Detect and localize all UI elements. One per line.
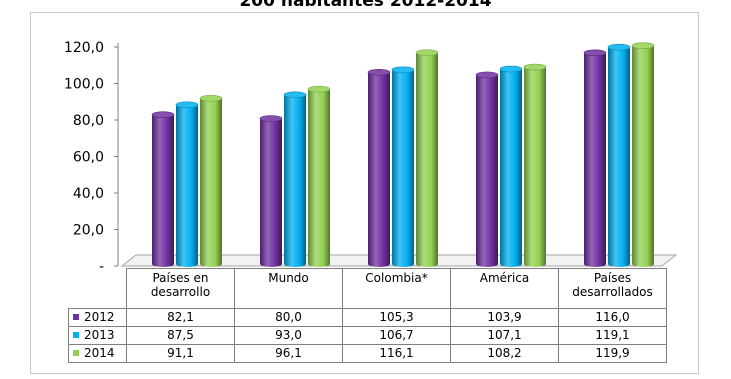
bar-2014-3 bbox=[523, 63, 547, 267]
category-label: América bbox=[450, 268, 559, 309]
bar-2012-3 bbox=[475, 71, 499, 267]
data-cell: 87,5 bbox=[126, 326, 235, 345]
legend-entry: 2013 bbox=[68, 326, 127, 345]
data-cell: 107,1 bbox=[450, 326, 559, 345]
legend-key bbox=[73, 349, 79, 356]
data-table-row: 2013 87,5 93,0 106,7 107,1 119,1 bbox=[68, 326, 667, 345]
bar-2014-2 bbox=[415, 49, 439, 268]
y-tick-label: 100,0 bbox=[64, 77, 104, 93]
bar-2012-4 bbox=[583, 49, 607, 267]
chart-title: 200 habitantes 2012-2014 bbox=[239, 0, 492, 11]
bar-2013-4 bbox=[607, 43, 631, 267]
data-table-row: 2012 82,1 80,0 105,3 103,9 116,0 bbox=[68, 308, 667, 327]
legend-entry: 2014 bbox=[68, 344, 127, 363]
category-label: Mundo bbox=[234, 268, 343, 309]
legend-entry: 2012 bbox=[68, 308, 127, 327]
bar-2013-3 bbox=[499, 65, 523, 267]
bar-2012-0 bbox=[151, 111, 175, 267]
category-label: Países desarrollados bbox=[558, 268, 667, 309]
bar-2014-4 bbox=[631, 42, 655, 268]
bar-2012-2 bbox=[367, 69, 391, 267]
data-cell: 116,1 bbox=[342, 344, 451, 363]
y-tick-label: 20,0 bbox=[73, 223, 104, 239]
bar-2014-0 bbox=[199, 94, 223, 268]
bar-2014-1 bbox=[307, 85, 331, 268]
data-cell: 106,7 bbox=[342, 326, 451, 345]
data-cell: 91,1 bbox=[126, 344, 235, 363]
legend-key bbox=[73, 331, 79, 338]
chart-frame bbox=[30, 12, 699, 374]
data-cell: 119,1 bbox=[558, 326, 667, 345]
category-label: Colombia* bbox=[342, 268, 451, 309]
y-tick-label: 80,0 bbox=[73, 113, 104, 129]
category-label: Países en desarrollo bbox=[126, 268, 235, 309]
y-tick-label: 120,0 bbox=[64, 40, 104, 56]
data-table-corner bbox=[68, 268, 127, 309]
bar-2012-1 bbox=[259, 115, 283, 267]
data-cell: 82,1 bbox=[126, 308, 235, 327]
legend-key bbox=[73, 313, 79, 320]
data-table-row: 2014 91,1 96,1 116,1 108,2 119,9 bbox=[68, 344, 667, 363]
data-cell: 105,3 bbox=[342, 308, 451, 327]
y-tick-label: 60,0 bbox=[73, 150, 104, 166]
data-cell: 116,0 bbox=[558, 308, 667, 327]
bar-2013-0 bbox=[175, 101, 199, 267]
data-table: Países en desarrollo Mundo Colombia* Amér… bbox=[68, 268, 667, 363]
data-cell: 103,9 bbox=[450, 308, 559, 327]
data-cell: 93,0 bbox=[234, 326, 343, 345]
bar-2013-1 bbox=[283, 91, 307, 268]
data-cell: 80,0 bbox=[234, 308, 343, 327]
bar-2013-2 bbox=[391, 66, 415, 268]
data-cell: 108,2 bbox=[450, 344, 559, 363]
data-cell: 119,9 bbox=[558, 344, 667, 363]
y-tick-label: - bbox=[99, 259, 104, 275]
y-tick-label: 40,0 bbox=[73, 186, 104, 202]
data-table-header-row: Países en desarrollo Mundo Colombia* Amér… bbox=[68, 268, 667, 309]
data-cell: 96,1 bbox=[234, 344, 343, 363]
